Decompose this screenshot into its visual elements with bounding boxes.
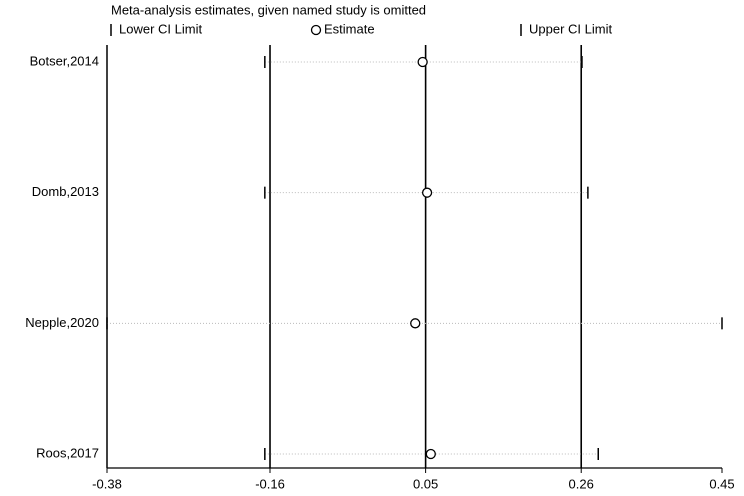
chart-title: Meta-analysis estimates, given named stu… bbox=[111, 2, 426, 17]
legend-label: Lower CI Limit bbox=[119, 21, 202, 36]
x-tick-label: -0.16 bbox=[255, 476, 285, 491]
y-tick-label: Roos,2017 bbox=[36, 445, 99, 460]
y-tick-label: Botser,2014 bbox=[30, 53, 99, 68]
y-tick-label: Domb,2013 bbox=[32, 184, 99, 199]
x-tick-label: 0.45 bbox=[709, 476, 734, 491]
x-tick-label: 0.26 bbox=[569, 476, 594, 491]
y-tick-label: Nepple,2020 bbox=[25, 315, 99, 330]
estimate bbox=[421, 187, 433, 198]
legend-label: Estimate bbox=[324, 21, 375, 36]
estimate bbox=[425, 448, 436, 460]
estimate bbox=[410, 318, 421, 329]
x-tick-label: 0.05 bbox=[413, 476, 438, 491]
legend-marker bbox=[310, 24, 322, 36]
x-tick-label: -0.38 bbox=[92, 476, 122, 491]
estimate bbox=[417, 56, 428, 68]
legend-label: Upper CI Limit bbox=[529, 21, 612, 36]
